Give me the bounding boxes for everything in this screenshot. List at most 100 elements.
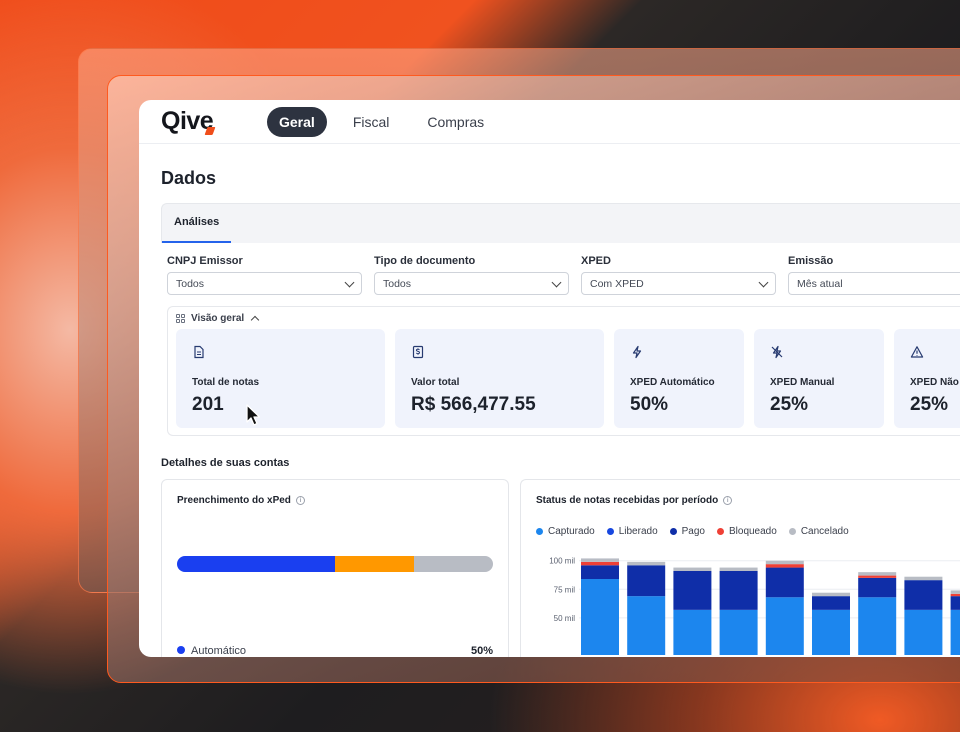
fill-segment-não — [414, 556, 493, 572]
legend-label: Pago — [681, 526, 705, 537]
cnpj-emissor-select[interactable]: Todos — [167, 272, 362, 295]
bar-segment-capturado[interactable] — [765, 597, 804, 655]
panel-title: Status de notas recebidas por período i — [536, 495, 960, 506]
details-panels: Preenchimento do xPed i Automático 50% St… — [161, 479, 960, 657]
bar-segment-cancelado[interactable] — [765, 560, 804, 565]
filter-emissao: Emissão Mês atual — [788, 255, 960, 295]
panel-title-text: Preenchimento do xPed — [177, 495, 291, 506]
y-tick-label: 75 mil — [554, 585, 576, 594]
lightning-off-icon — [771, 345, 783, 359]
bar-segment-pago[interactable] — [581, 565, 619, 579]
kpi-label: Valor total — [411, 377, 460, 388]
bar-segment-capturado[interactable] — [719, 609, 758, 655]
bar-segment-capturado[interactable] — [581, 579, 619, 655]
legend-item-cancelado[interactable]: Cancelado — [788, 526, 849, 537]
bar-segment-cancelado[interactable] — [581, 558, 619, 562]
overview-toggle[interactable]: Visão geral — [176, 313, 960, 325]
status-bar-chart: 100 mil 75 mil 50 mil — [549, 557, 960, 655]
bar-segment-cancelado[interactable] — [950, 590, 960, 594]
bar-segment-cancelado[interactable] — [627, 561, 666, 566]
bar-segment-capturado[interactable] — [673, 609, 712, 655]
kpi-label: XPED Automático — [630, 377, 715, 388]
legend-dot — [716, 528, 724, 535]
bar-segment-pago[interactable] — [765, 567, 804, 598]
xped-select[interactable]: Com XPED — [581, 272, 776, 295]
dollar-document-icon — [412, 345, 424, 359]
overview-section: Visão geral Total de notas 201 Valor tot… — [167, 306, 960, 436]
bar-segment-bloqueado[interactable] — [950, 593, 960, 597]
emissao-select[interactable]: Mês atual — [788, 272, 960, 295]
bar-segment-capturado[interactable] — [858, 597, 897, 655]
filter-label: Tipo de documento — [374, 255, 476, 267]
logo-mark: Qive — [161, 107, 216, 136]
kpi-value: 25% — [910, 394, 949, 415]
kpi-card-total-notas[interactable]: Total de notas 201 — [176, 329, 385, 428]
info-icon[interactable]: i — [295, 496, 305, 505]
legend-dot — [669, 528, 677, 535]
bar-segment-bloqueado[interactable] — [858, 575, 897, 578]
bar-segment-pago[interactable] — [904, 580, 943, 610]
chevron-down-icon — [344, 277, 355, 287]
kpi-card-xped-manual[interactable]: XPED Manual 25% — [754, 329, 884, 428]
select-value: Todos — [383, 277, 412, 290]
tab-compras[interactable]: Compras — [427, 113, 485, 130]
xped-fill-panel: Preenchimento do xPed i Automático 50% — [161, 479, 509, 657]
chevron-up-icon — [250, 315, 260, 325]
bar-segment-pago[interactable] — [673, 571, 712, 610]
kpi-card-xped-nao[interactable]: XPED Não A 25% — [894, 329, 960, 428]
info-icon[interactable]: i — [723, 496, 733, 505]
legend-item-liberado[interactable]: Liberado — [606, 526, 658, 537]
analysis-tabs: Análises — [161, 203, 960, 243]
filter-xped: XPED Com XPED — [581, 255, 776, 295]
legend-item-pago[interactable]: Pago — [669, 526, 705, 537]
tab-geral[interactable]: Geral — [267, 106, 327, 137]
bar-segment-pago[interactable] — [950, 596, 960, 610]
top-bar: Qive Geral Fiscal Compras — [139, 100, 960, 144]
bar-segment-cancelado[interactable] — [673, 567, 712, 571]
bar-segment-capturado[interactable] — [950, 609, 960, 655]
page-title: Dados — [161, 168, 217, 188]
bar-segment-capturado[interactable] — [904, 609, 943, 655]
fill-legend-row: Automático 50% — [177, 645, 493, 657]
bar-segment-cancelado[interactable] — [719, 567, 758, 571]
tab-analises[interactable]: Análises — [162, 216, 232, 243]
bar-segment-cancelado[interactable] — [812, 592, 850, 597]
panel-title-text: Status de notas recebidas por período — [536, 495, 719, 506]
bar-segment-capturado[interactable] — [812, 609, 850, 655]
legend-item-capturado[interactable]: Capturado — [536, 526, 595, 537]
bar-segment-bloqueado[interactable] — [581, 561, 619, 566]
bar-segment-pago[interactable] — [812, 596, 850, 610]
logo[interactable]: Qive — [161, 107, 267, 136]
tipo-documento-select[interactable]: Todos — [374, 272, 569, 295]
legend-dot — [177, 646, 185, 654]
chevron-down-icon — [551, 277, 562, 287]
kpi-value: R$ 566,477.55 — [411, 394, 536, 415]
kpi-value: 50% — [630, 394, 669, 415]
bar-segment-cancelado[interactable] — [904, 576, 943, 581]
bar-segment-pago[interactable] — [627, 565, 666, 597]
filter-label: CNPJ Emissor — [167, 255, 243, 267]
app-window: Qive Geral Fiscal Compras Dados Análises… — [139, 100, 960, 657]
details-title: Detalhes de suas contas — [161, 457, 290, 469]
bar-segment-pago[interactable] — [719, 571, 758, 610]
bar-segment-pago[interactable] — [858, 577, 897, 598]
kpi-card-xped-automatico[interactable]: XPED Automático 50% — [614, 329, 744, 428]
y-tick-label: 50 mil — [554, 614, 576, 623]
panel-title: Preenchimento do xPed i — [177, 495, 493, 506]
legend-dot — [606, 528, 614, 535]
fill-legend-label: Automático — [177, 645, 246, 657]
fill-legend-value: 50% — [470, 645, 493, 657]
mouse-cursor-icon — [246, 404, 261, 426]
legend-label: Cancelado — [800, 526, 849, 537]
bar-segment-bloqueado[interactable] — [765, 564, 804, 568]
kpi-label: Total de notas — [192, 377, 260, 388]
tab-fiscal[interactable]: Fiscal — [352, 113, 390, 130]
filter-label: XPED — [581, 255, 611, 267]
kpi-card-valor-total[interactable]: Valor total R$ 566,477.55 — [395, 329, 604, 428]
bar-segment-cancelado[interactable] — [858, 572, 897, 576]
legend-label: Capturado — [548, 526, 595, 537]
legend-item-bloqueado[interactable]: Bloqueado — [716, 526, 777, 537]
kpi-value: 201 — [192, 394, 224, 415]
kpi-value: 25% — [770, 394, 809, 415]
bar-segment-capturado[interactable] — [627, 596, 666, 655]
